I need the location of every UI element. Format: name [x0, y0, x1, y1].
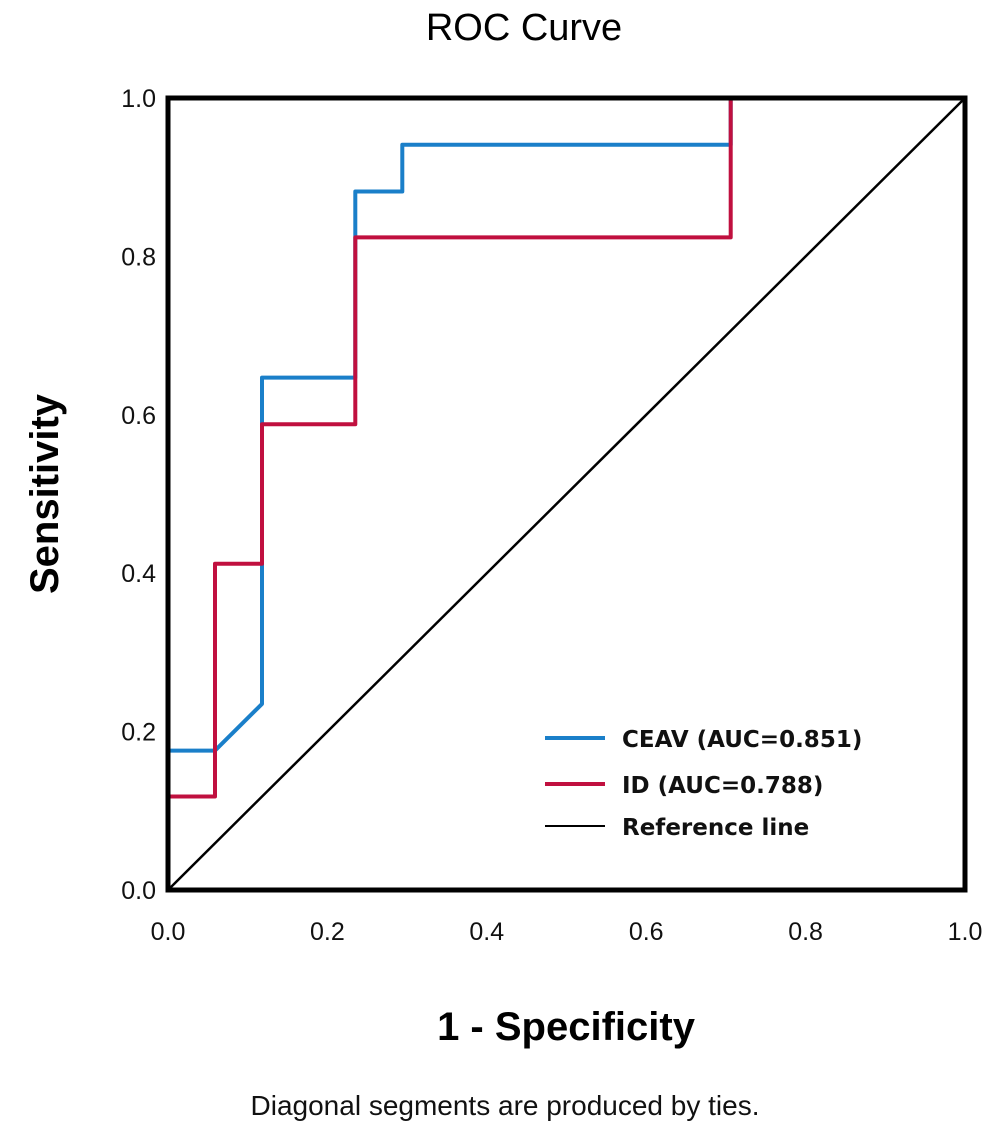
- legend-label-ceav: CEAV (AUC=0.851): [622, 727, 862, 753]
- y-tick-label: 0.6: [121, 402, 156, 430]
- y-tick-label: 0.0: [121, 877, 156, 905]
- y-tick-label: 0.2: [121, 719, 156, 747]
- chart-title: ROC Curve: [426, 7, 622, 49]
- y-axis-label: Sensitivity: [23, 393, 67, 594]
- x-tick-label: 0.8: [788, 918, 823, 946]
- y-tick-label: 0.8: [121, 243, 156, 271]
- x-tick-label: 1.0: [948, 918, 983, 946]
- legend-label-reference: Reference line: [622, 815, 809, 841]
- x-tick-label: 0.4: [469, 918, 504, 946]
- x-tick-label: 0.6: [629, 918, 664, 946]
- x-axis-ticks: 0.0 0.2 0.4 0.6 0.8 1.0: [151, 918, 983, 946]
- plot-frame: [165, 95, 968, 893]
- y-axis-ticks: 0.0 0.2 0.4 0.6 0.8 1.0: [121, 85, 156, 905]
- ceav-curve: [166, 98, 733, 890]
- x-tick-label: 0.2: [310, 918, 345, 946]
- reference-line: [167, 97, 966, 891]
- series-layer: [166, 97, 966, 891]
- x-tick-label: 0.0: [151, 918, 186, 946]
- x-axis-label: 1 - Specificity: [437, 1005, 696, 1049]
- y-tick-label: 1.0: [121, 85, 156, 113]
- id-curve: [166, 98, 733, 890]
- legend: CEAV (AUC=0.851) ID (AUC=0.788) Referenc…: [545, 727, 862, 841]
- footnote: Diagonal segments are produced by ties.: [251, 1090, 760, 1121]
- y-tick-label: 0.4: [121, 560, 156, 588]
- legend-label-id: ID (AUC=0.788): [622, 773, 823, 799]
